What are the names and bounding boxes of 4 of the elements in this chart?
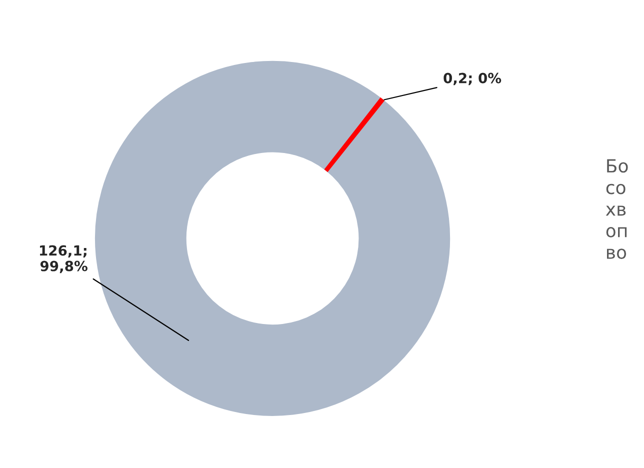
donut-slice [324, 98, 384, 172]
data-label: 0,2; 0% [444, 72, 502, 86]
data-label: 126,1; 99,8% [40, 245, 88, 274]
text: Бо со хв оп во [606, 159, 628, 260]
